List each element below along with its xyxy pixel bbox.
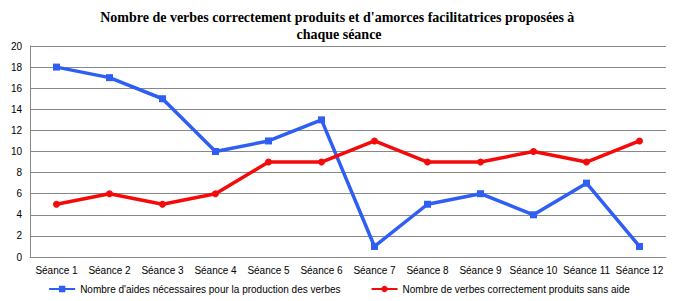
svg-text:Séance 9: Séance 9 [459, 265, 502, 276]
svg-text:16: 16 [11, 83, 23, 94]
svg-text:Séance 1: Séance 1 [35, 265, 78, 276]
svg-text:Séance 5: Séance 5 [247, 265, 290, 276]
svg-text:Séance 3: Séance 3 [141, 265, 184, 276]
svg-text:Nombre de verbes correctement: Nombre de verbes correctement produits s… [403, 284, 631, 295]
svg-text:Séance 8: Séance 8 [406, 265, 449, 276]
svg-text:Séance 6: Séance 6 [300, 265, 343, 276]
svg-text:4: 4 [16, 209, 22, 220]
svg-text:20: 20 [11, 41, 23, 52]
svg-text:Séance 12: Séance 12 [616, 265, 664, 276]
svg-text:Séance 2: Séance 2 [88, 265, 131, 276]
svg-text:Séance 10: Séance 10 [510, 265, 558, 276]
svg-text:14: 14 [11, 104, 23, 115]
svg-text:18: 18 [11, 62, 23, 73]
svg-text:chaque séance: chaque séance [296, 27, 381, 42]
svg-text:12: 12 [11, 125, 23, 136]
svg-text:0: 0 [16, 252, 22, 263]
svg-text:6: 6 [16, 188, 22, 199]
svg-text:Séance 4: Séance 4 [194, 265, 237, 276]
svg-text:Nombre de verbes correctement: Nombre de verbes correctement produits e… [100, 10, 578, 25]
svg-text:2: 2 [16, 230, 22, 241]
svg-text:Séance 11: Séance 11 [563, 265, 611, 276]
svg-text:8: 8 [16, 167, 22, 178]
svg-text:Nombre d'aides nécessaires pou: Nombre d'aides nécessaires pour la produ… [80, 284, 340, 295]
svg-text:10: 10 [11, 146, 23, 157]
svg-text:Séance 7: Séance 7 [353, 265, 396, 276]
